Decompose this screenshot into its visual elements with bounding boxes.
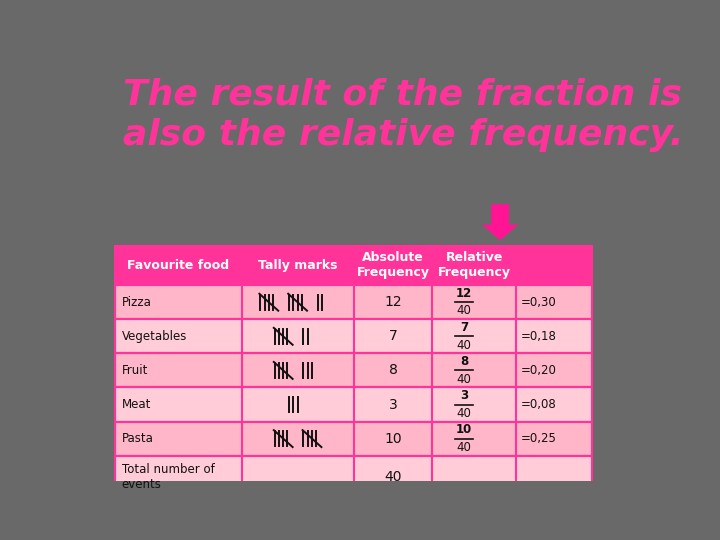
Bar [115,246,592,285]
Text: 8: 8 [460,355,468,368]
Polygon shape [482,204,518,240]
Text: 7: 7 [460,321,468,334]
Text: 10: 10 [384,431,402,446]
Text: Vegetables: Vegetables [122,330,187,343]
Text: 10: 10 [456,423,472,436]
Text: Fruit: Fruit [122,364,148,377]
Text: Favourite food: Favourite food [127,259,230,272]
Text: Meat: Meat [122,398,151,411]
Text: 3: 3 [389,397,397,411]
Bar [115,353,592,388]
Text: The result of the fraction is
also the relative frequency.: The result of the fraction is also the r… [124,77,684,152]
Text: =0,08: =0,08 [521,398,556,411]
Text: =0,20: =0,20 [521,364,557,377]
Text: Tally marks: Tally marks [258,259,338,272]
Text: Pizza: Pizza [122,296,152,309]
Text: 12: 12 [384,295,402,309]
Text: 40: 40 [456,305,472,318]
Text: 40: 40 [456,441,472,454]
Bar [115,319,592,353]
Bar [115,285,592,319]
Text: 12: 12 [456,287,472,300]
Bar [115,388,592,422]
Text: 8: 8 [389,363,397,377]
Text: 7: 7 [389,329,397,343]
Text: =0,30: =0,30 [521,296,556,309]
Text: =0,18: =0,18 [521,330,557,343]
Text: 40: 40 [456,339,472,352]
Text: 40: 40 [456,407,472,420]
Text: =0,25: =0,25 [521,432,557,445]
Text: 40: 40 [384,470,402,484]
Text: Relative
Frequency: Relative Frequency [438,252,510,279]
Text: Total number of
events: Total number of events [122,463,215,491]
Bar [115,422,592,456]
Text: 3: 3 [460,389,468,402]
Text: Absolute
Frequency: Absolute Frequency [356,252,430,279]
Text: Pasta: Pasta [122,432,153,445]
Text: 40: 40 [456,373,472,386]
